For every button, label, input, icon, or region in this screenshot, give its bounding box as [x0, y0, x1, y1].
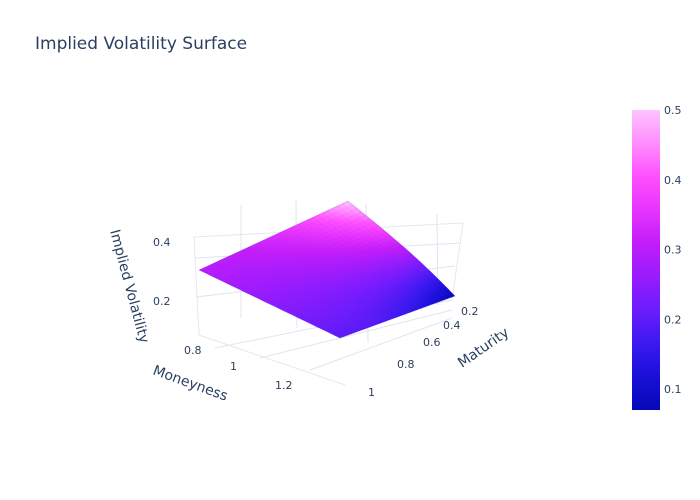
z-axis-title: Implied Volatility [106, 228, 152, 345]
z-tick-label: 0.4 [153, 236, 171, 249]
right-wall-edge [451, 222, 464, 301]
colorbar-tick-label: 0.5 [664, 104, 682, 117]
x-gridline [259, 309, 453, 359]
colorbar-ticks: 0.1 0.2 0.3 0.4 0.5 [664, 104, 682, 396]
x-axis-title: Moneyness [151, 363, 230, 405]
z-tick-label: 0.2 [153, 295, 171, 308]
surface-cell [334, 333, 345, 338]
z-axis: 0.2 0.4 Implied Volatility [106, 228, 170, 345]
y-tick-label: 0.4 [443, 319, 461, 332]
colorbar: 0.1 0.2 0.3 0.4 0.5 [632, 104, 682, 410]
floor-front-edge [198, 334, 346, 386]
colorbar-tick-label: 0.4 [664, 174, 682, 187]
y-axis-title: Maturity [455, 325, 512, 372]
colorbar-tick-label: 0.3 [664, 244, 682, 257]
y-tick-label: 0.6 [423, 336, 441, 349]
x-gridline [309, 317, 453, 371]
iv-surface[interactable] [199, 201, 455, 338]
colorbar-scale [632, 110, 660, 410]
colorbar-tick-label: 0.1 [664, 383, 682, 396]
back-wall-left-edge [193, 236, 200, 336]
x-axis: 0.8 1 1.2 Moneyness [151, 344, 293, 405]
y-tick-label: 1 [368, 386, 375, 399]
x-tick-label: 0.8 [184, 344, 202, 357]
y-tick-label: 0.2 [461, 305, 479, 318]
y-tick-label: 0.8 [397, 358, 415, 371]
iv-surface-outline [197, 200, 456, 339]
colorbar-tick-label: 0.2 [664, 313, 682, 326]
x-tick-label: 1.2 [275, 379, 293, 392]
x-tick-label: 1 [230, 360, 237, 373]
chart-title: Implied Volatility Surface [35, 34, 248, 54]
